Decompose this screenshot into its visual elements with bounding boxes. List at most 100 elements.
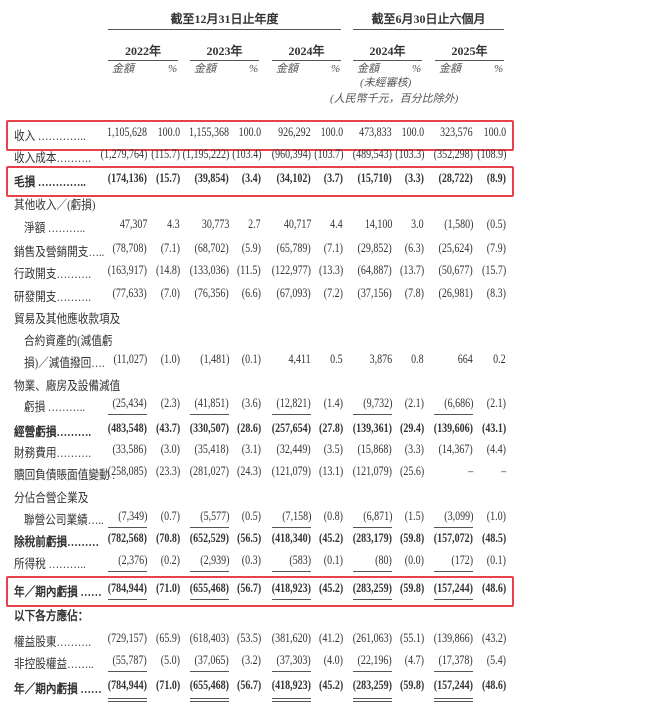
amount-cell: (29,852) (357, 241, 392, 255)
divider (108, 29, 341, 30)
row-label: 聯營公司業績….. (24, 513, 104, 527)
percent-cell: (55.1) (399, 631, 424, 645)
table-row: 所得稅 ……….. (2,376) (0.2) (2,939) (0.3) (583) (0… (0, 553, 660, 573)
amount-cell: (68,702) (194, 241, 229, 255)
amount-cell: 40,717 (283, 217, 312, 231)
percent-cell: (1.4) (323, 396, 343, 410)
amount-cell: (28,722) (438, 171, 473, 185)
amount-cell: (7,349) (117, 509, 147, 523)
percent-cell: (7.0) (160, 286, 180, 300)
amount-cell: (37,065) (194, 653, 229, 667)
percent-cell: (56.5) (236, 531, 261, 545)
percent-cell: (13.3) (318, 263, 343, 277)
underline (108, 571, 147, 572)
amount-cell: (418,340) (271, 531, 311, 545)
amount-cell: (418,923) (271, 678, 311, 692)
percent-cell: (1.5) (404, 509, 424, 523)
underline (190, 599, 229, 600)
amount-cell: (618,403) (189, 631, 229, 645)
percent-cell: (2.1) (486, 396, 506, 410)
amount-cell: (330,507) (189, 421, 229, 435)
table-row: 物業、廠房及設備減值 (0, 375, 660, 395)
percent-cell: (1.0) (486, 509, 506, 523)
underline (272, 599, 311, 600)
divider (435, 60, 504, 61)
percent-cell: (27.8) (318, 421, 343, 435)
amount-cell: (2,939) (199, 553, 229, 567)
header-year: 2025年 (451, 44, 488, 58)
percent-column-label: % (168, 63, 178, 75)
amount-cell: (5,577) (199, 509, 229, 523)
amount-cell: (37,303) (276, 653, 311, 667)
amount-cell: (418,923) (271, 581, 311, 595)
divider (272, 60, 341, 61)
amount-cell: (33,586) (112, 442, 147, 456)
table-row: 虧損 ……….. (25,434) (2.3) (41,851) (3.6) (12,82… (0, 396, 660, 416)
amount-cell: 926,292 (278, 125, 312, 139)
amount-cell: (25,624) (438, 241, 473, 255)
percent-cell: (28.6) (236, 421, 261, 435)
percent-cell: (108.9) (476, 147, 506, 161)
amount-cell: (960,394) (271, 147, 311, 161)
percent-cell: (0.7) (160, 509, 180, 523)
percent-cell: (3.3) (404, 171, 424, 185)
amount-cell: (784,944) (107, 581, 147, 595)
underline (434, 414, 473, 415)
row-label: 除稅前虧損……… (14, 535, 100, 549)
percent-cell: (11.5) (237, 263, 261, 277)
amount-cell: (283,259) (352, 581, 392, 595)
underline (353, 698, 392, 702)
amount-cell: (172) (451, 553, 473, 567)
amount-cell: (381,620) (271, 631, 311, 645)
amount-cell: (6,686) (443, 396, 473, 410)
percent-cell: (59.8) (399, 581, 424, 595)
amount-cell: 14,100 (364, 217, 393, 231)
percent-cell: (103.4) (231, 147, 261, 161)
percent-cell: (45.2) (318, 531, 343, 545)
amount-cell: (80) (375, 553, 392, 567)
amount-cell: (55,787) (112, 653, 147, 667)
underline (353, 671, 392, 672)
amount-cell: (14,367) (438, 442, 473, 456)
percent-cell: (48.6) (481, 581, 506, 595)
amount-cell: (65,789) (276, 241, 311, 255)
underline (272, 698, 311, 702)
table-row: 收入成本………. (1,279,764) (115.7) (1,195,222) (10… (0, 147, 660, 167)
underline (353, 414, 392, 415)
amount-cell: 30,773 (201, 217, 230, 231)
percent-cell: 100.0 (238, 125, 262, 139)
percent-cell: (0.8) (323, 509, 343, 523)
divider (190, 60, 259, 61)
percent-cell: (3.6) (241, 396, 261, 410)
amount-cell: (9,732) (362, 396, 392, 410)
percent-cell: (56.7) (236, 581, 261, 595)
percent-cell: (0.1) (241, 352, 261, 366)
percent-cell: 3.0 (411, 217, 425, 231)
amount-column-label: 金額 (439, 63, 461, 75)
percent-cell: (65.9) (155, 631, 180, 645)
table-row: 銷售及營銷開支….. (78,708) (7.1) (68,702) (5.9) (65,… (0, 241, 660, 261)
amount-cell: 323,576 (440, 125, 474, 139)
percent-cell: (15.7) (155, 171, 180, 185)
amount-cell: (1,279,764) (100, 147, 147, 161)
amount-cell: 1,155,368 (189, 125, 229, 139)
table-row: 其他收入／(虧損) (0, 194, 660, 214)
percent-cell: (3.5) (323, 442, 343, 456)
amount-cell: (652,529) (189, 531, 229, 545)
percent-cell: (7.9) (486, 241, 506, 255)
amount-cell: 473,833 (359, 125, 393, 139)
percent-cell: (2.1) (404, 396, 424, 410)
percent-cell: 100.0 (483, 125, 507, 139)
amount-cell: (26,981) (438, 286, 473, 300)
percent-cell: (8.3) (486, 286, 506, 300)
table-row: 年／期內虧損 …… (784,944) (71.0) (655,468) (56.7) (… (0, 678, 660, 702)
amount-column-label: 金額 (276, 63, 298, 75)
percent-cell: (7.1) (323, 241, 343, 255)
divider (353, 29, 504, 30)
underline (353, 571, 392, 572)
percent-cell: (71.0) (155, 678, 180, 692)
percent-cell: (43.7) (155, 421, 180, 435)
percent-cell: 0.5 (330, 352, 344, 366)
row-label: 收入 ………….. (14, 129, 86, 143)
amount-cell: (78,708) (112, 241, 147, 255)
